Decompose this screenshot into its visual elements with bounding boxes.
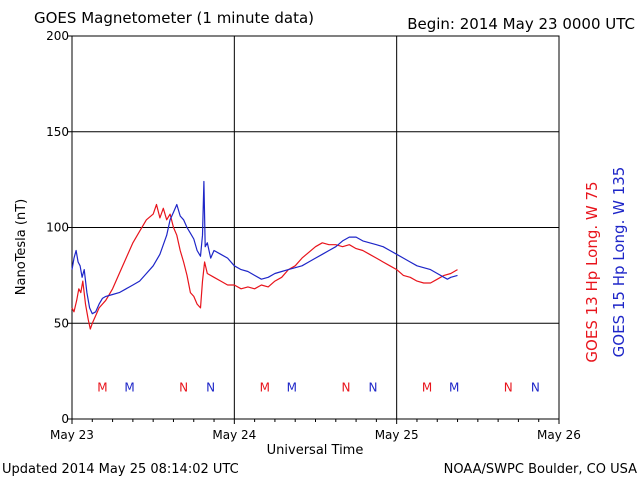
noon-marker: N (179, 380, 188, 394)
noon-marker: N (504, 380, 513, 394)
midnight-marker: M (449, 380, 459, 394)
goes15-series-line (71, 180, 458, 315)
midnight-marker: M (260, 380, 270, 394)
chart-title: GOES Magnetometer (1 minute data) (34, 9, 314, 27)
x-axis-label: Universal Time (267, 443, 364, 458)
x-tick-label: May 26 (537, 428, 581, 442)
y-tick-labels: 0 50 100 150 200 (46, 29, 69, 426)
midnight-marker: M (124, 380, 134, 394)
midnight-marker: M (287, 380, 297, 394)
noon-marker: N (341, 380, 350, 394)
x-tick-label: May 24 (212, 428, 256, 442)
midnight-marker: M (97, 380, 107, 394)
x-tick-label: May 23 (50, 428, 94, 442)
y-tick-label: 0 (61, 412, 69, 426)
legend-goes13: GOES 13 Hp Long. W 75 (583, 181, 601, 362)
data-series (71, 180, 458, 330)
goes13-series-line (71, 203, 458, 330)
grid-lines (68, 35, 560, 424)
begin-time-label: Begin: 2014 May 23 0000 UTC (407, 15, 635, 33)
midnight-marker: M (422, 380, 432, 394)
noon-marker: N (531, 380, 540, 394)
x-tick-label: May 25 (375, 428, 419, 442)
y-tick-label: 50 (54, 316, 69, 330)
y-tick-label: 150 (46, 125, 69, 139)
updated-timestamp: Updated 2014 May 25 08:14:02 UTC (2, 462, 239, 477)
y-axis-label: NanoTesla (nT) (14, 199, 29, 295)
noon-marker: N (206, 380, 215, 394)
data-source-credit: NOAA/SWPC Boulder, CO USA (444, 462, 637, 477)
noon-marker: N (369, 380, 378, 394)
x-tick-labels: May 23 May 24 May 25 May 26 (50, 428, 581, 442)
y-tick-label: 100 (46, 221, 69, 235)
legend-goes15: GOES 15 Hp Long. W 135 (610, 167, 628, 358)
y-tick-label: 200 (46, 29, 69, 43)
